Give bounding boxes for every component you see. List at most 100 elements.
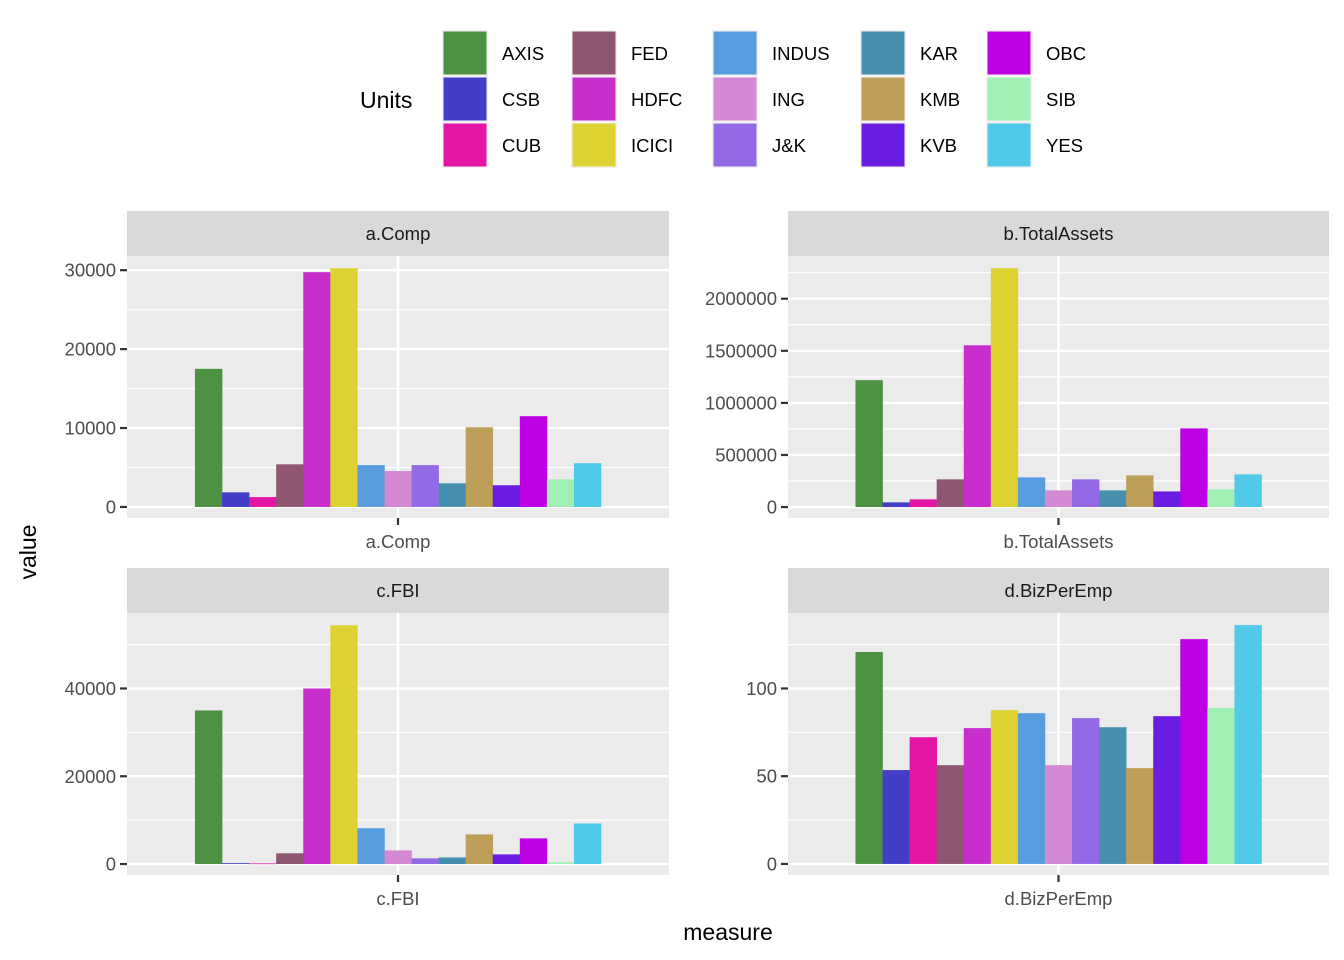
legend-item: SIB (986, 76, 1076, 122)
bar-icici (990, 710, 1019, 864)
facet-strip (127, 211, 669, 256)
legend-label: INDUS (772, 43, 830, 64)
x-tick-label: a.Comp (366, 531, 431, 552)
facet-strip-label: d.BizPerEmp (1005, 580, 1113, 601)
legend-key-swatch (861, 123, 905, 167)
x-tick-label: c.FBI (376, 888, 419, 909)
legend-key-swatch (861, 77, 905, 121)
bar-kar (438, 483, 466, 507)
bar-fed (936, 479, 965, 508)
legend-key-swatch (572, 123, 616, 167)
legend-label: KMB (920, 89, 960, 110)
legend-label: ING (772, 89, 805, 110)
legend-item: ICICI (571, 122, 673, 168)
bar-ing (1044, 765, 1073, 864)
legend-key-swatch (572, 77, 616, 121)
legend-label: KVB (920, 135, 957, 156)
x-axis-title: measure (683, 919, 772, 945)
bar-obc (519, 838, 548, 865)
bar-indus (1017, 477, 1046, 508)
legend-item: KVB (860, 122, 957, 168)
legend-label: CUB (502, 135, 541, 156)
legend-key-swatch (443, 123, 487, 167)
bar-icici (990, 268, 1019, 508)
x-tick-label: d.BizPerEmp (1005, 888, 1113, 909)
legend-key-swatch (713, 77, 757, 121)
legend-key-swatch (987, 31, 1031, 75)
legend-key-swatch (987, 77, 1031, 121)
bar-ing (384, 471, 412, 507)
bar-jk (411, 465, 439, 507)
legend-item: INDUS (712, 30, 830, 76)
bar-cub (909, 499, 937, 508)
legend-label: OBC (1046, 43, 1086, 64)
legend-item: KMB (860, 76, 960, 122)
bar-cub (249, 497, 277, 507)
y-tick-label: 1000000 (705, 392, 777, 413)
y-tick-label: 100 (746, 678, 777, 699)
bar-kar (1099, 490, 1127, 508)
bar-obc (1180, 639, 1208, 864)
bar-jk (1072, 479, 1100, 508)
bar-yes (573, 823, 602, 865)
facet-strip (788, 211, 1329, 256)
legend-label: SIB (1046, 89, 1076, 110)
facet-panel: b.TotalAssets 0 500000 1000000 1500000 200000… (705, 211, 1329, 552)
legend-label: J&K (772, 135, 807, 156)
legend-title: Units (360, 87, 412, 113)
bar-indus (357, 465, 385, 507)
bar-hdfc (303, 272, 331, 507)
y-tick-label: 0 (106, 496, 116, 517)
bar-csb (222, 492, 250, 507)
legend-label: HDFC (631, 89, 682, 110)
y-tick-label: 20000 (65, 339, 116, 360)
facet-strip (127, 568, 669, 613)
bar-fed (276, 853, 304, 865)
bar-axis (855, 651, 883, 864)
bar-sib (546, 862, 575, 865)
legend-item: J&K (712, 122, 807, 168)
bar-fed (936, 765, 965, 864)
legend-label: FED (631, 43, 668, 64)
facet-panel: a.Comp 0 10000 20000 30000 a.Comp (65, 211, 669, 552)
legend-key-swatch (443, 31, 487, 75)
legend-label: YES (1046, 135, 1083, 156)
bar-axis (194, 710, 223, 865)
bar-yes (1234, 474, 1262, 508)
bar-obc (1180, 428, 1208, 508)
bar-sib (1207, 708, 1235, 864)
facet-panel: d.BizPerEmp 0 50 100 d.BizPerEmp (746, 568, 1329, 909)
bar-kmb (1126, 475, 1154, 508)
y-tick-label: 50 (756, 766, 777, 787)
legend-key-swatch (713, 123, 757, 167)
bar-hdfc (303, 688, 331, 865)
bar-kmb (465, 427, 494, 507)
legend-key-swatch (861, 31, 905, 75)
legend-item: CUB (442, 122, 541, 168)
bar-kvb (492, 854, 521, 865)
legend-key-swatch (987, 123, 1031, 167)
y-tick-label: 0 (106, 854, 116, 875)
bar-jk (1072, 718, 1100, 864)
legend-item: OBC (986, 30, 1086, 76)
bar-fed (276, 464, 304, 507)
bar-axis (194, 368, 223, 507)
bar-cub (909, 737, 937, 864)
legend-item: AXIS (442, 30, 544, 76)
bar-kvb (1153, 716, 1181, 864)
bar-csb (222, 863, 250, 865)
bar-indus (1017, 713, 1046, 864)
bar-yes (1234, 625, 1262, 864)
legend-key-swatch (713, 31, 757, 75)
bar-kmb (465, 834, 494, 865)
legend-item: HDFC (571, 76, 682, 122)
bar-icici (330, 268, 358, 507)
bar-kvb (492, 485, 521, 507)
facet-strip (788, 568, 1329, 613)
y-tick-label: 30000 (65, 260, 116, 281)
y-tick-label: 500000 (715, 444, 777, 465)
legend-item: CSB (442, 76, 540, 122)
bar-axis (855, 380, 883, 508)
bar-yes (573, 463, 602, 507)
